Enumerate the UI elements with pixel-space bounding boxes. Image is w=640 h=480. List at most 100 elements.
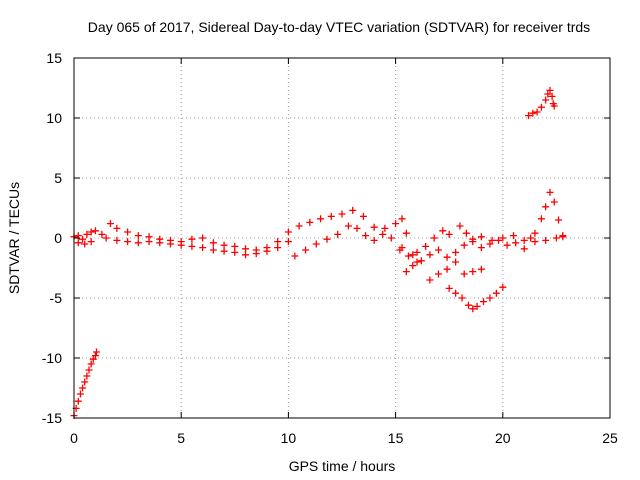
data-point xyxy=(188,242,196,250)
data-point xyxy=(113,224,121,232)
data-point xyxy=(430,234,438,242)
data-point xyxy=(85,366,93,374)
data-point xyxy=(145,238,153,246)
data-point xyxy=(79,235,87,243)
data-point xyxy=(166,240,174,248)
data-point xyxy=(362,232,370,240)
data-point xyxy=(477,233,485,241)
data-point xyxy=(402,229,410,237)
series-late-high xyxy=(525,86,558,120)
data-point xyxy=(422,242,430,250)
data-point xyxy=(387,234,395,242)
data-point xyxy=(426,251,434,259)
data-point xyxy=(452,248,460,256)
data-point xyxy=(486,240,494,248)
data-point xyxy=(79,384,87,392)
data-point xyxy=(334,230,342,238)
data-point xyxy=(559,233,567,241)
data-point xyxy=(323,235,331,243)
series-upper-trace xyxy=(70,188,567,259)
data-point xyxy=(533,108,541,116)
data-point xyxy=(379,230,387,238)
data-point xyxy=(327,212,335,220)
data-point xyxy=(353,224,361,232)
data-marks xyxy=(70,86,567,420)
data-point xyxy=(510,232,518,240)
data-point xyxy=(542,236,550,244)
data-point xyxy=(520,236,528,244)
x-tick-label: 15 xyxy=(388,430,404,446)
data-point xyxy=(542,96,550,104)
data-point xyxy=(452,258,460,266)
data-point xyxy=(473,302,481,310)
data-point xyxy=(555,216,563,224)
data-point xyxy=(209,239,217,247)
data-point xyxy=(106,220,114,228)
data-point xyxy=(546,86,554,94)
data-point xyxy=(434,270,442,278)
data-point xyxy=(312,240,320,248)
data-point xyxy=(445,230,453,238)
series-dip-segments xyxy=(398,244,507,313)
data-point xyxy=(359,212,367,220)
data-point xyxy=(443,253,451,261)
data-point xyxy=(404,252,412,260)
data-point xyxy=(398,244,406,252)
data-point xyxy=(302,246,310,254)
data-point xyxy=(439,227,447,235)
data-point xyxy=(456,222,464,230)
data-point xyxy=(220,241,228,249)
data-point xyxy=(469,238,477,246)
data-point xyxy=(531,229,539,237)
data-point xyxy=(550,198,558,206)
data-point xyxy=(488,236,496,244)
data-point xyxy=(531,238,539,246)
data-point xyxy=(381,224,389,232)
data-point xyxy=(317,215,325,223)
data-point xyxy=(338,210,346,218)
data-point xyxy=(242,251,250,259)
data-point xyxy=(124,228,132,236)
data-point xyxy=(525,112,533,120)
data-point xyxy=(102,234,110,242)
data-point xyxy=(512,239,520,247)
data-point xyxy=(74,239,82,247)
y-tick-label: 0 xyxy=(54,230,62,246)
data-point xyxy=(370,223,378,231)
series-early-ramp xyxy=(70,348,101,420)
data-point xyxy=(124,238,132,246)
data-point xyxy=(529,109,537,117)
data-point xyxy=(537,103,545,111)
y-tick-label: -10 xyxy=(42,350,62,366)
data-point xyxy=(274,238,282,246)
data-point xyxy=(409,262,417,270)
data-point xyxy=(480,298,488,306)
data-point xyxy=(520,245,528,253)
data-point xyxy=(252,250,260,258)
data-point xyxy=(445,284,453,292)
data-point xyxy=(231,242,239,250)
data-point xyxy=(495,236,503,244)
data-point xyxy=(392,220,400,228)
data-point xyxy=(552,234,560,242)
data-point xyxy=(527,234,535,242)
data-point xyxy=(434,246,442,254)
data-point xyxy=(460,270,468,278)
data-point xyxy=(188,235,196,243)
data-point xyxy=(402,268,410,276)
data-point xyxy=(548,92,556,100)
data-point xyxy=(284,238,292,246)
data-point xyxy=(177,241,185,249)
data-point xyxy=(274,244,282,252)
data-point xyxy=(344,222,352,230)
data-point xyxy=(499,234,507,242)
y-tick-label: -15 xyxy=(42,410,62,426)
x-tick-label: 5 xyxy=(177,430,185,446)
data-point xyxy=(462,229,470,237)
data-point xyxy=(464,301,472,309)
data-point xyxy=(546,188,554,196)
y-tick-label: 10 xyxy=(46,110,62,126)
data-point xyxy=(306,218,314,226)
x-tick-label: 25 xyxy=(602,430,618,446)
data-point xyxy=(486,294,494,302)
